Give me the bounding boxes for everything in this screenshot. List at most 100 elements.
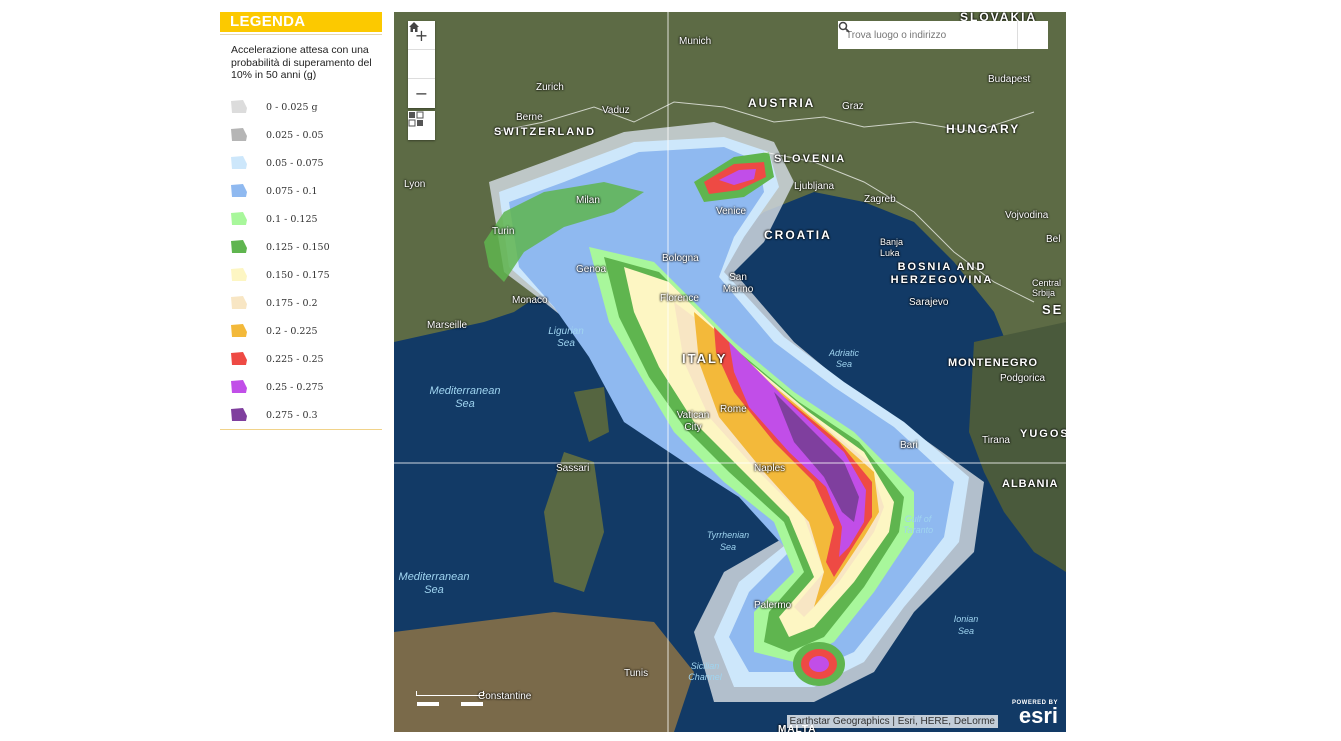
label-tunis: Tunis (624, 668, 649, 679)
legend-swatch (231, 407, 247, 421)
map-attribution: Earthstar Geographics | Esri, HERE, DeLo… (786, 715, 998, 728)
zoom-control: + − (408, 21, 435, 108)
label-vojvodina: Vojvodina (1005, 210, 1049, 221)
zoom-out-button[interactable]: − (414, 84, 429, 103)
search-input[interactable] (838, 21, 1018, 49)
scale-bar (416, 691, 484, 706)
legend-item-label: 0.05 - 0.075 (266, 157, 324, 169)
label-bologna: Bologna (662, 253, 699, 264)
label-banja-luka: Banja Luka (880, 237, 904, 258)
label-austria: AUSTRIA (748, 96, 816, 110)
legend-item-label: 0.275 - 0.3 (266, 409, 318, 421)
legend-item-label: 0.1 - 0.125 (266, 213, 318, 225)
label-malta: MALTA (778, 724, 817, 732)
legend-swatch (231, 99, 247, 113)
legend-item-label: 0 - 0.025 g (266, 101, 318, 113)
basemap-toggle-button[interactable] (408, 111, 435, 140)
map-canvas[interactable] (394, 12, 1066, 732)
legend-item-label: 0.075 - 0.1 (266, 185, 318, 197)
label-ljubljana: Ljubljana (794, 181, 835, 192)
legend-swatch (231, 323, 247, 337)
esri-logo: POWERED BY esri (1011, 700, 1058, 728)
legend-item-label: 0.2 - 0.225 (266, 325, 318, 337)
label-hungary: HUNGARY (946, 122, 1021, 136)
label-bosnia: BOSNIA AND HERZEGOVINA (890, 261, 994, 286)
label-graz: Graz (842, 101, 864, 112)
label-palermo: Palermo (754, 600, 792, 611)
legend-swatch (231, 239, 247, 253)
legend-item-label: 0.25 - 0.275 (266, 381, 324, 393)
home-button[interactable] (408, 22, 435, 79)
legend-swatch (231, 295, 247, 309)
label-marseille: Marseille (427, 320, 468, 331)
legend-swatch (231, 267, 247, 281)
legend-swatch (231, 211, 247, 225)
legend-item: 0.25 - 0.275 (220, 374, 382, 402)
legend-swatch (231, 127, 247, 141)
label-constantine: Constantine (478, 691, 532, 702)
label-zurich: Zurich (536, 82, 564, 93)
esri-name: esri (1018, 703, 1058, 728)
legend-swatch (231, 155, 247, 169)
label-monaco: Monaco (512, 295, 548, 306)
legend-swatch (231, 183, 247, 197)
legend-swatch (231, 379, 247, 393)
legend-item: 0.275 - 0.3 (220, 402, 382, 430)
zoom-in-button[interactable]: + (408, 21, 435, 50)
legend-item: 0.2 - 0.225 (220, 318, 382, 346)
label-central-serbia: Central Srbija (1032, 278, 1062, 298)
label-san-marino: San Marino (722, 272, 754, 295)
legend-item: 0.1 - 0.125 (220, 206, 382, 234)
esri-powered-by: POWERED BY (1011, 700, 1058, 706)
search-button[interactable] (838, 21, 1048, 49)
legend-panel: LEGENDA Accelerazione attesa con una pro… (220, 12, 382, 430)
label-milan: Milan (576, 195, 600, 206)
label-yugos: YUGOS (1020, 428, 1066, 440)
label-naples: Naples (754, 463, 786, 474)
legend-item: 0.075 - 0.1 (220, 178, 382, 206)
label-sicilian-channel: Sicilian Channel (688, 661, 722, 682)
label-munich: Munich (679, 36, 712, 47)
label-venice: Venice (716, 206, 747, 217)
label-montenegro: MONTENEGRO (948, 357, 1039, 369)
legend-divider (220, 34, 382, 35)
legend-item: 0.125 - 0.150 (220, 234, 382, 262)
label-adriatic-sea: Adriatic Sea (828, 348, 859, 369)
home-icon (409, 22, 419, 32)
legend-swatch (231, 351, 247, 365)
label-berne: Berne (516, 112, 543, 123)
label-sarajevo: Sarajevo (909, 297, 949, 308)
label-mediterranean-sea-1: Mediterranean Sea (429, 385, 501, 410)
basemap-control (408, 111, 435, 140)
legend-item: 0.025 - 0.05 (220, 122, 382, 150)
search-icon (838, 21, 850, 33)
label-podgorica: Podgorica (1000, 373, 1046, 384)
label-turin: Turin (492, 226, 515, 237)
map-view[interactable]: SLOVAKIA Munich AUSTRIA Graz Budapest HU… (394, 12, 1066, 732)
label-bari: Bari (900, 440, 918, 451)
label-sassari: Sassari (556, 463, 590, 474)
legend-title: LEGENDA (220, 12, 382, 32)
legend-item-label: 0.225 - 0.25 (266, 353, 324, 365)
label-florence: Florence (660, 293, 699, 304)
search-box (838, 21, 1048, 49)
label-albania: ALBANIA (1002, 478, 1059, 490)
label-slovenia: SLOVENIA (774, 153, 847, 165)
label-tirana: Tirana (982, 435, 1010, 446)
label-ligurian-sea: Ligurian Sea (548, 326, 584, 349)
basemap-toggle-icon (408, 111, 424, 127)
label-vatican-city: Vatican City (676, 410, 710, 433)
label-zagreb: Zagreb (864, 194, 896, 205)
label-rome: Rome (720, 404, 747, 415)
label-ionian-sea: Ionian Sea (953, 614, 979, 636)
label-genoa: Genoa (576, 264, 607, 275)
legend-item: 0 - 0.025 g (220, 94, 382, 122)
legend-item-label: 0.150 - 0.175 (266, 269, 330, 281)
legend-item: 0.225 - 0.25 (220, 346, 382, 374)
legend-item-label: 0.125 - 0.150 (266, 241, 330, 253)
label-budapest: Budapest (988, 74, 1031, 85)
legend-list: 0 - 0.025 g 0.025 - 0.05 0.05 - 0.075 0.075… (220, 94, 382, 430)
label-mediterranean-sea-2: Mediterranean Sea (398, 571, 470, 596)
label-se: SE (1042, 302, 1064, 317)
legend-item: 0.175 - 0.2 (220, 290, 382, 318)
